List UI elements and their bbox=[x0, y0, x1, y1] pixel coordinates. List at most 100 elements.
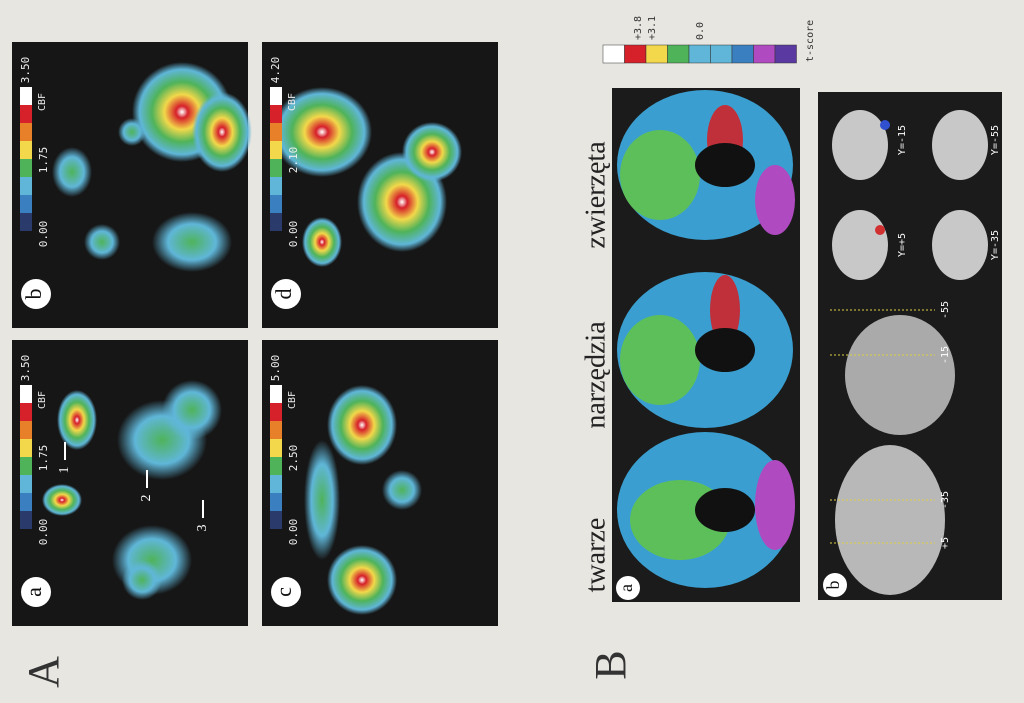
line-label: -55 bbox=[940, 301, 951, 319]
brain bbox=[835, 445, 945, 595]
ventricle bbox=[695, 488, 755, 532]
scale-min: 0.00 bbox=[37, 519, 50, 546]
scale-label: +3.8 bbox=[633, 16, 644, 40]
brain bbox=[845, 315, 955, 435]
colorbar-segment bbox=[270, 177, 282, 195]
scale-label: 0.0 bbox=[695, 22, 706, 40]
scale-min: 0.00 bbox=[287, 519, 300, 546]
activation bbox=[272, 87, 372, 177]
column-heading: zwierzęta bbox=[580, 141, 611, 249]
column-heading: narzędzia bbox=[580, 321, 611, 429]
panel-label: d bbox=[271, 289, 296, 300]
colorbar-segment bbox=[270, 213, 282, 231]
activation bbox=[402, 122, 462, 182]
scale-unit: CBF bbox=[37, 391, 48, 409]
scale-max: 3.50 bbox=[19, 57, 32, 84]
slice-label: Y=-55 bbox=[990, 125, 1001, 155]
panel: 4.20 2.10 0.00 CBF d bbox=[262, 42, 498, 328]
panel-label: a bbox=[616, 584, 636, 592]
colorbar-segment bbox=[753, 44, 776, 64]
colorbar-segment bbox=[20, 421, 32, 439]
colorbar-segment bbox=[667, 44, 690, 64]
arrow-label: 3 bbox=[195, 525, 210, 532]
activation bbox=[620, 315, 700, 405]
panel-label-circle bbox=[616, 576, 640, 600]
activation bbox=[620, 130, 700, 220]
panel: 3.50 1.75 0.00 CBF b bbox=[12, 42, 252, 328]
slice-label: Y=-35 bbox=[990, 230, 1001, 260]
panel-label-circle bbox=[823, 573, 847, 597]
colorbar-segment bbox=[20, 123, 32, 141]
colorbar-segment bbox=[270, 475, 282, 493]
activation bbox=[162, 380, 222, 440]
panel-label: b bbox=[823, 581, 843, 590]
colorbar-segment bbox=[270, 439, 282, 457]
column-heading: twarze bbox=[580, 518, 611, 593]
colorbar-segment bbox=[20, 213, 32, 231]
colorbar-segment bbox=[20, 457, 32, 475]
brains bbox=[617, 90, 988, 595]
arrow-label: 2 bbox=[139, 495, 154, 502]
colorbar-segment bbox=[20, 385, 32, 403]
activation bbox=[118, 118, 146, 146]
colorbar-segment bbox=[270, 141, 282, 159]
colorbar-segment bbox=[270, 511, 282, 529]
activation bbox=[327, 545, 397, 615]
figure-b: twarze narzędzia zwierzęta +3.8 +3.1 0.0 t-sco… bbox=[580, 16, 1002, 602]
colorbar-segment bbox=[270, 195, 282, 213]
activation bbox=[57, 390, 97, 450]
colorbar-segment bbox=[270, 105, 282, 123]
colorbar-segment bbox=[602, 44, 625, 64]
activation bbox=[192, 92, 252, 172]
line-label: +5 bbox=[940, 537, 951, 549]
scale-unit: CBF bbox=[37, 93, 48, 111]
activation bbox=[52, 147, 92, 197]
activation bbox=[122, 560, 162, 600]
scale-min: 0.00 bbox=[287, 221, 300, 248]
colorbar-segment bbox=[20, 475, 32, 493]
activation bbox=[755, 460, 795, 550]
line-label: -15 bbox=[940, 346, 951, 364]
activation bbox=[880, 120, 890, 130]
ventricle bbox=[695, 143, 755, 187]
panel-label-circle bbox=[21, 279, 51, 309]
scale-mid: 1.75 bbox=[37, 445, 50, 472]
panel-label-circle bbox=[21, 577, 51, 607]
colorbar-segment bbox=[731, 44, 754, 64]
figure-label: B bbox=[586, 650, 635, 679]
scale-unit: CBF bbox=[287, 391, 298, 409]
scale-mid: 2.50 bbox=[287, 445, 300, 472]
brain bbox=[932, 210, 988, 280]
colorbar-segment bbox=[270, 123, 282, 141]
slice-lines bbox=[830, 309, 935, 544]
slice-label: Y=-15 bbox=[897, 125, 908, 155]
panel-label-circle bbox=[271, 577, 301, 607]
colorbar-segment bbox=[20, 105, 32, 123]
activation bbox=[302, 217, 342, 267]
scale-min: 0.00 bbox=[37, 221, 50, 248]
panel-label: a bbox=[21, 587, 46, 597]
colorbar-segment bbox=[20, 87, 32, 105]
colorbar-segment bbox=[774, 44, 797, 64]
activation bbox=[710, 275, 740, 345]
colorbar-segment bbox=[270, 385, 282, 403]
colorbar-segment bbox=[20, 439, 32, 457]
ventricle bbox=[695, 328, 755, 372]
scale-mid: 1.75 bbox=[37, 147, 50, 174]
activation bbox=[304, 440, 340, 560]
activation bbox=[755, 165, 795, 235]
colorbar-segment bbox=[20, 159, 32, 177]
scale-unit: CBF bbox=[287, 93, 298, 111]
colorbar-segment bbox=[710, 44, 733, 64]
activation bbox=[382, 470, 422, 510]
colorbar-segment bbox=[645, 44, 668, 64]
colorbar-segment bbox=[20, 177, 32, 195]
scale-max: 4.20 bbox=[269, 57, 282, 84]
brain bbox=[932, 110, 988, 180]
scale-mid: 2.10 bbox=[287, 147, 300, 174]
colorbar-segment bbox=[270, 421, 282, 439]
panel: 5.00 2.50 0.00 CBF c bbox=[262, 340, 498, 626]
colorbar-segment bbox=[270, 159, 282, 177]
